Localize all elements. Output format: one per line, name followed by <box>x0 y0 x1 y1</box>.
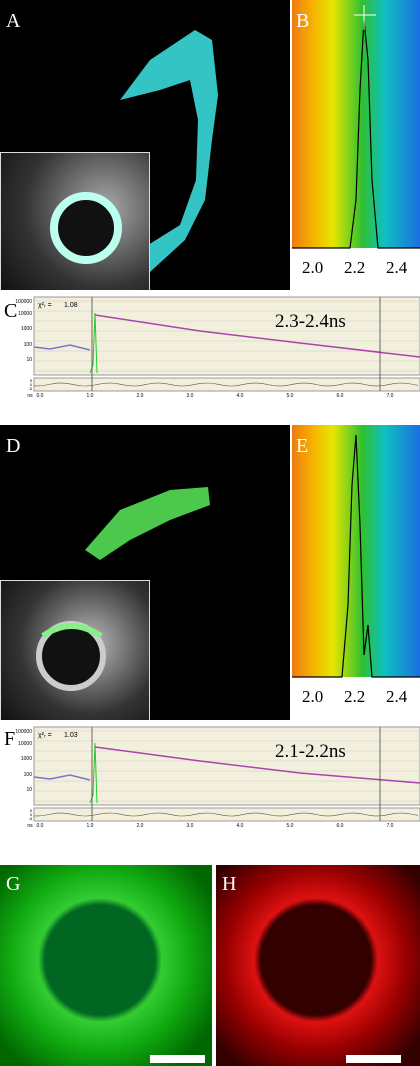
cell-a <box>120 30 218 272</box>
residuals <box>33 812 419 817</box>
chi-value: 1.08 <box>64 302 78 309</box>
x-tick-label: 7.0 <box>387 393 394 399</box>
fluorescence <box>120 30 218 272</box>
decay-svg: 100000 10000 1000 100 10 50-5 ns 0.0 1.0 2.0 3.0 4.… <box>15 726 420 829</box>
x-tick-label: 0.0 <box>37 823 44 829</box>
y-tick-label: 10 <box>26 787 32 793</box>
y-tick-label: 100 <box>24 342 33 348</box>
x-tick-label: 7.0 <box>387 823 394 829</box>
x-tick-label: 3.0 <box>187 823 194 829</box>
x-tick-label: 5.0 <box>287 393 294 399</box>
decay-fit <box>94 746 420 784</box>
inset-a <box>0 152 150 290</box>
scale-bar <box>346 1055 401 1063</box>
x-tick-label: 2.2 <box>344 687 366 706</box>
y-tick-label: 10000 <box>18 741 32 747</box>
panel-label: G <box>6 873 21 895</box>
x-tick-label: 4.0 <box>237 823 244 829</box>
residual-tick-label: 0 <box>30 382 33 387</box>
lifetime-range: 2.3-2.4ns <box>275 311 346 332</box>
y-tick-label: 1000 <box>21 326 32 332</box>
panel-label: D <box>6 435 21 457</box>
x-tick-label: 4.0 <box>237 393 244 399</box>
irf <box>89 742 98 804</box>
plot-background <box>33 296 420 376</box>
x-tick-label: 2.0 <box>302 687 324 706</box>
y-tick-label: 100 <box>24 772 33 778</box>
x-tick-label: 2.0 <box>302 258 324 277</box>
histogram-curve <box>292 434 420 720</box>
panel-label: E <box>296 435 309 457</box>
inset-cell <box>50 192 122 264</box>
x-tick-label: ns <box>27 393 33 399</box>
residual-tick-label: 5 <box>30 808 33 813</box>
plot-background <box>33 726 420 806</box>
decay-fit <box>94 314 420 358</box>
pre-trace <box>33 774 91 781</box>
decay-svg: 100000 10000 1000 100 10 50-5 ns 0.0 1.0 2.0 3.0 4.… <box>15 296 420 399</box>
x-tick-label: 1.0 <box>87 823 94 829</box>
x-tick-label: 1.0 <box>87 393 94 399</box>
inset-d <box>0 580 150 720</box>
image-d: D <box>0 425 290 720</box>
x-tick-label: 5.0 <box>287 823 294 829</box>
chi-label: χ²ᵣ = <box>38 732 52 739</box>
irf <box>89 312 98 374</box>
x-tick-label: 2.4 <box>386 258 408 277</box>
panel-label: F <box>4 728 16 750</box>
histogram-b: B 2.0 2.2 2.4 <box>292 0 420 290</box>
y-tick-label: 1000 <box>21 756 32 762</box>
pre-trace <box>33 344 91 351</box>
x-tick-label: 2.2 <box>344 258 366 277</box>
image-a: A <box>0 0 290 290</box>
histogram-curve <box>292 5 420 290</box>
residual-background <box>33 377 420 392</box>
panel-label: B <box>296 10 310 32</box>
x-tick-label: 2.4 <box>386 687 408 706</box>
residuals <box>33 382 419 387</box>
residual-tick-label: -5 <box>28 816 32 821</box>
panel-label: C <box>4 300 18 322</box>
panel-label: H <box>222 873 237 895</box>
residual-tick-label: 5 <box>30 378 33 383</box>
y-tick-label: 10000 <box>18 311 32 317</box>
x-tick-label: 0.0 <box>37 393 44 399</box>
decay-plot: 100000 10000 1000 100 10 5 0 -5 ns 0.0 1.0 2.0 3.0 4.… <box>0 295 420 400</box>
x-tick-label: 6.0 <box>337 823 344 829</box>
decay-plot: 100000 10000 1000 100 10 5 0 -5 ns 0.0 1.0 2.0 3.0 4.… <box>0 725 420 830</box>
x-tick-label: 2.0 <box>137 823 144 829</box>
image-h: H <box>216 865 420 1066</box>
x-tick-label: 3.0 <box>187 393 194 399</box>
fluorescence <box>85 487 210 560</box>
y-tick-label: 100000 <box>15 299 32 305</box>
image-g: G <box>0 865 212 1066</box>
chi-label: χ²ᵣ = <box>38 302 52 309</box>
y-tick-label: 10 <box>26 357 32 363</box>
histogram-e: E 2.0 2.2 2.4 <box>292 425 420 720</box>
residual-background <box>33 807 420 822</box>
inset-cell <box>36 621 106 691</box>
lifetime-range: 2.1-2.2ns <box>275 741 346 762</box>
scale-bar <box>150 1055 205 1063</box>
y-tick-label: 100000 <box>15 729 32 735</box>
residual-tick-label: -5 <box>28 386 32 391</box>
residual-tick-label: 0 <box>30 812 33 817</box>
x-tick-label: ns <box>27 823 33 829</box>
panel-label: A <box>6 10 21 32</box>
chi-value: 1.03 <box>64 732 78 739</box>
x-tick-label: 2.0 <box>137 393 144 399</box>
cell-d <box>85 487 210 560</box>
x-tick-label: 6.0 <box>337 393 344 399</box>
